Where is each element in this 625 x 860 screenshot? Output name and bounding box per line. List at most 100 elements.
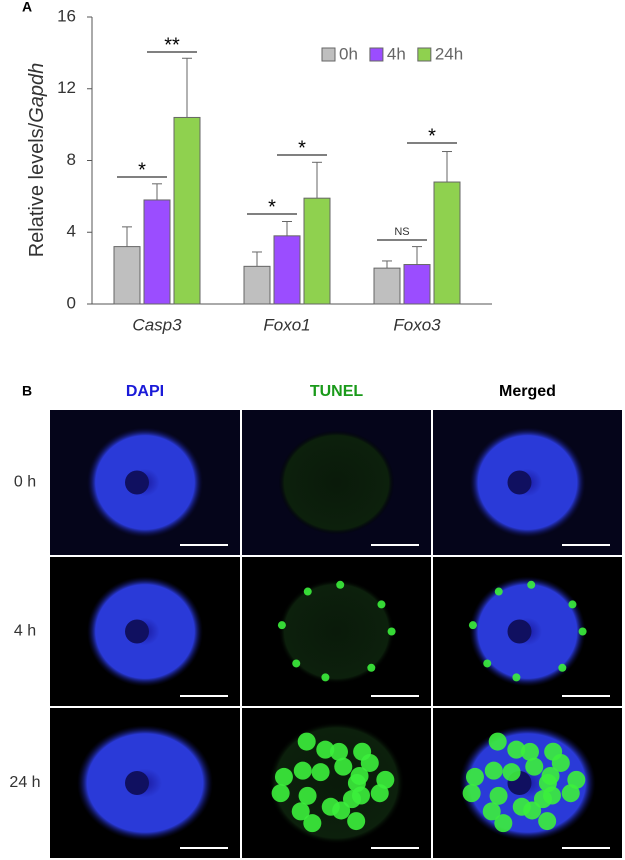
- x-tick-label: Casp3: [132, 315, 182, 334]
- tunel-spot: [293, 761, 312, 780]
- row-label: 0 h: [14, 474, 36, 491]
- cavity: [507, 619, 532, 644]
- tunel-spot: [387, 627, 396, 636]
- bar: [403, 264, 431, 305]
- significance-label: NS: [394, 226, 409, 238]
- y-axis-label: Relative levels/Gapdh: [26, 63, 48, 258]
- legend-label: 24h: [435, 44, 463, 63]
- tunel-spot: [298, 786, 317, 805]
- row-label: 4 h: [14, 623, 36, 640]
- tunel-spot: [525, 757, 544, 776]
- bar: [113, 246, 141, 305]
- tunel-spot: [482, 802, 501, 821]
- cavity: [125, 470, 149, 495]
- tunel-spot: [347, 812, 366, 831]
- tunel-spot: [297, 732, 316, 751]
- legend-swatch: [417, 47, 432, 62]
- tunel-spot: [350, 766, 369, 785]
- tunel-spot: [351, 786, 370, 805]
- y-tick-label: 12: [57, 78, 76, 97]
- legend-label: 0h: [339, 44, 358, 63]
- x-tick-label: Foxo3: [393, 315, 441, 334]
- tunel-spot: [271, 784, 290, 803]
- cavity: [125, 619, 149, 644]
- tunel-spot: [489, 786, 508, 805]
- tunel-spot: [567, 770, 586, 789]
- tunel-spot: [321, 673, 330, 682]
- significance-label: *: [428, 125, 436, 147]
- panel-label: B: [22, 383, 32, 399]
- x-tick-label: Foxo1: [263, 315, 310, 334]
- bar: [433, 181, 461, 305]
- column-label: Merged: [499, 383, 556, 400]
- tunel-spot: [465, 767, 484, 786]
- y-label-italic: Gapdh: [26, 63, 48, 123]
- bar: [303, 197, 331, 305]
- tunel-spot: [329, 742, 348, 761]
- micrograph-grid: DAPI TUNEL Merged 0 h 4 h 24 h: [9, 383, 622, 858]
- tunel-spot: [316, 740, 335, 759]
- tunel-spot: [541, 766, 560, 785]
- tunel-spot: [542, 786, 561, 805]
- column-label: TUNEL: [310, 383, 364, 400]
- bar: [373, 267, 401, 305]
- legend-label: 4h: [387, 44, 406, 63]
- tunel-spot: [303, 814, 322, 833]
- y-tick-label: 8: [67, 150, 76, 169]
- tunel-spot: [558, 663, 567, 672]
- tunel-spot: [527, 580, 536, 589]
- tunel-spot: [462, 784, 481, 803]
- significance-label: *: [138, 159, 146, 181]
- tunel-spot: [353, 742, 372, 761]
- tunel-spot: [334, 757, 353, 776]
- tunel-spot: [376, 770, 395, 789]
- y-tick-label: 4: [67, 222, 76, 241]
- tunel-spot: [292, 659, 301, 668]
- tunel-spot: [512, 673, 521, 682]
- bar: [273, 235, 301, 305]
- bar: [243, 265, 271, 305]
- tunel-bg: [278, 579, 395, 684]
- tunel-spot: [332, 801, 351, 820]
- tunel-spot: [483, 659, 492, 668]
- tunel-spot: [274, 767, 293, 786]
- tunel-spot: [377, 600, 386, 609]
- column-label: DAPI: [126, 383, 164, 400]
- tunel-spot: [494, 587, 503, 596]
- y-label-text: Relative levels/: [26, 122, 48, 257]
- y-tick-label: 0: [67, 293, 76, 312]
- y-tick-label: 16: [57, 6, 76, 25]
- tunel-spot: [568, 600, 577, 609]
- tunel-spot: [468, 621, 477, 630]
- tunel-spot: [494, 814, 513, 833]
- tunel-spot: [484, 761, 503, 780]
- panel-label: A: [22, 0, 32, 15]
- tunel-spot: [502, 763, 521, 782]
- significance-label: *: [268, 196, 276, 218]
- tunel-bg: [278, 430, 395, 535]
- bar: [143, 199, 171, 305]
- significance-label: *: [298, 137, 306, 159]
- tunel-spot: [303, 587, 312, 596]
- legend-swatch: [321, 47, 336, 62]
- tunel-spot: [578, 627, 587, 636]
- row-label: 24 h: [9, 774, 40, 791]
- tunel-spot: [520, 742, 539, 761]
- tunel-spot: [277, 621, 286, 630]
- tunel-spot: [544, 742, 563, 761]
- tunel-spot: [336, 580, 345, 589]
- tunel-spot: [523, 801, 542, 820]
- tunel-spot: [291, 802, 310, 821]
- bar: [173, 116, 201, 305]
- significance-label: **: [164, 34, 180, 56]
- cavity: [125, 771, 149, 795]
- tunel-spot: [311, 763, 330, 782]
- tunel-spot: [538, 812, 557, 831]
- tunel-spot: [507, 740, 526, 759]
- tunel-spot: [488, 732, 507, 751]
- tunel-spot: [367, 663, 376, 672]
- legend-swatch: [369, 47, 384, 62]
- cavity: [507, 470, 532, 495]
